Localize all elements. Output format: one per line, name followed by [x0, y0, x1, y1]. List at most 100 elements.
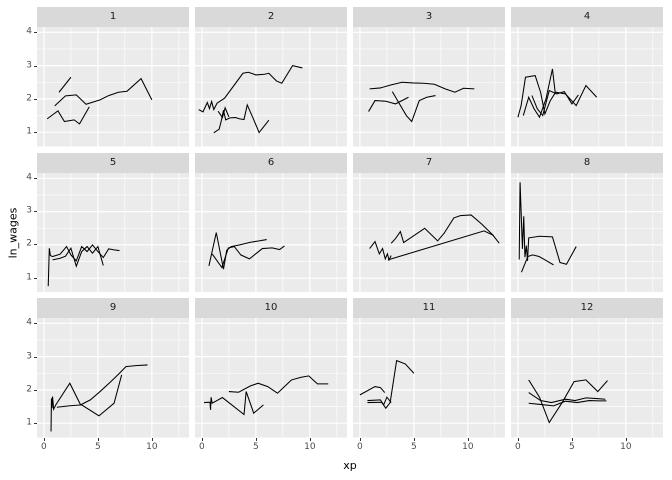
x-tick-label: 5 [411, 441, 417, 452]
panel-background [195, 27, 347, 147]
line-series [387, 229, 494, 260]
y-tick-label: 3 [26, 351, 32, 362]
y-tick-mark [34, 32, 37, 34]
facet-strip-label: 9 [109, 302, 117, 313]
y-tick-label: 1 [26, 126, 32, 137]
facet-strip-label: 4 [583, 11, 591, 22]
line-series [198, 65, 303, 113]
facet-panel [37, 172, 189, 292]
y-tick-mark [34, 65, 37, 67]
line-series [217, 106, 230, 119]
x-tick-mark [43, 437, 45, 441]
x-tick-mark [97, 437, 99, 441]
y-tick-mark [34, 132, 37, 134]
facet-strip-label: 1 [109, 11, 117, 22]
line-series [359, 386, 386, 396]
line-series [208, 231, 267, 269]
line-series [368, 96, 409, 112]
x-tick-label: 10 [304, 441, 316, 452]
x-tick-label: 0 [199, 441, 205, 452]
facet-strip: 5 [37, 152, 189, 173]
facet-panel [37, 27, 189, 147]
facet-panel [353, 172, 505, 292]
facet-panel [37, 318, 189, 438]
line-series [390, 213, 500, 244]
line-series [54, 77, 153, 107]
x-tick-mark [517, 437, 519, 441]
y-tick-label: 4 [26, 26, 32, 37]
y-tick-label: 1 [26, 272, 32, 283]
y-tick-mark [34, 211, 37, 213]
facet-strip: 12 [511, 298, 663, 318]
panel-background [37, 172, 189, 292]
facet-strip: 3 [353, 7, 505, 27]
line-series [213, 103, 270, 134]
facet-strip-label: 12 [580, 302, 594, 313]
y-tick-mark [34, 244, 37, 246]
panel-background [511, 172, 663, 292]
y-tick-mark [34, 323, 37, 325]
facet-strip-label: 6 [267, 156, 275, 168]
facet-strip: 11 [353, 298, 505, 318]
panel-background [37, 27, 189, 147]
y-tick-mark [34, 356, 37, 358]
line-series [211, 244, 285, 269]
y-tick-label: 3 [26, 60, 32, 71]
facet-strip-label: 3 [425, 11, 433, 22]
facet-panel [195, 27, 347, 147]
facet-panel [353, 27, 505, 147]
panel-background [195, 172, 347, 292]
x-tick-label: 10 [620, 441, 632, 452]
facet-strip: 10 [195, 298, 347, 318]
line-series [531, 89, 579, 117]
x-tick-mark [201, 437, 203, 441]
y-tick-label: 2 [26, 238, 32, 249]
y-tick-label: 2 [26, 384, 32, 395]
line-series [46, 106, 90, 125]
x-tick-mark [309, 437, 311, 441]
facet-panel [195, 172, 347, 292]
line-series [528, 379, 608, 424]
facet-strip-label: 8 [583, 156, 591, 168]
facet-strip: 1 [37, 7, 189, 27]
line-series [528, 400, 607, 407]
line-series [58, 76, 72, 93]
facet-strip-label: 5 [109, 156, 117, 168]
x-tick-label: 10 [462, 441, 474, 452]
line-series [528, 392, 606, 404]
line-series [369, 81, 475, 93]
line-series [56, 374, 123, 417]
facet-panel [511, 172, 663, 292]
x-tick-mark [625, 437, 627, 441]
x-tick-label: 0 [515, 441, 521, 452]
facet-strip: 8 [511, 152, 663, 173]
line-series [520, 253, 554, 272]
x-tick-mark [151, 437, 153, 441]
x-tick-mark [571, 437, 573, 441]
y-tick-label: 4 [26, 172, 32, 183]
facet-panel [511, 27, 663, 147]
x-tick-label: 5 [253, 441, 259, 452]
x-tick-mark [413, 437, 415, 441]
facet-strip-label: 7 [425, 156, 433, 168]
facet-strip: 9 [37, 298, 189, 318]
x-tick-label: 10 [146, 441, 158, 452]
x-tick-label: 0 [41, 441, 47, 452]
line-series [391, 91, 436, 123]
x-tick-mark [255, 437, 257, 441]
facet-strip: 6 [195, 152, 347, 173]
facet-strip-label: 10 [264, 302, 278, 313]
panel-background [511, 318, 663, 438]
x-tick-label: 5 [569, 441, 575, 452]
x-tick-label: 0 [357, 441, 363, 452]
y-tick-label: 1 [26, 417, 32, 428]
y-tick-mark [34, 389, 37, 391]
facet-panel [353, 318, 505, 438]
x-tick-mark [359, 437, 361, 441]
line-series [369, 239, 392, 261]
y-tick-mark [34, 277, 37, 279]
facet-panel [511, 318, 663, 438]
panel-background [353, 27, 505, 147]
y-tick-label: 3 [26, 205, 32, 216]
line-series [367, 359, 415, 410]
